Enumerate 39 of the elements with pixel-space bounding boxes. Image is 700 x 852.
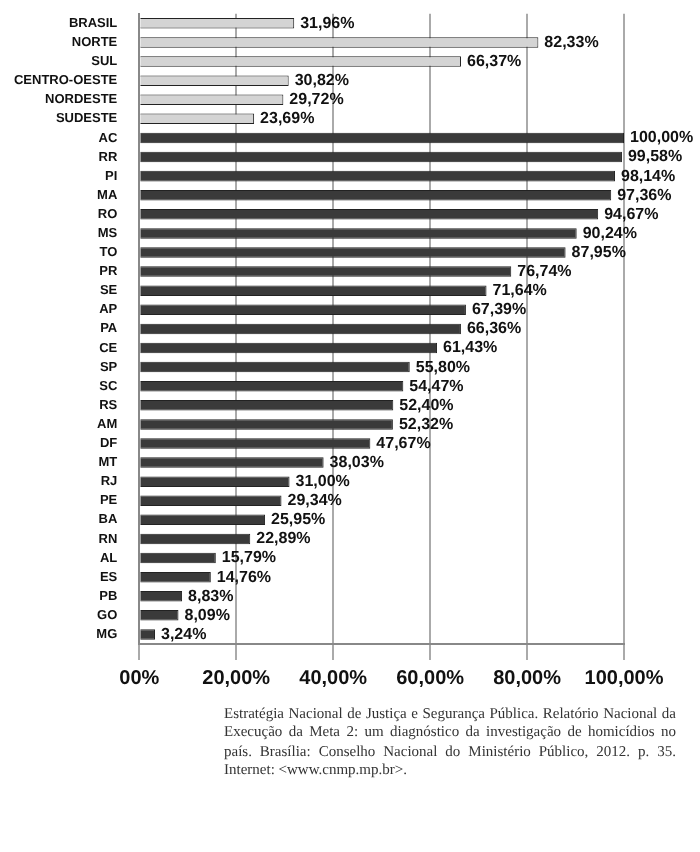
data-label: 52,32%: [398, 414, 454, 433]
x-tick-label: 80,00%: [493, 667, 562, 690]
data-label: 38,03%: [329, 452, 384, 471]
data-label: 52,40%: [399, 395, 454, 414]
data-label: 31,00%: [295, 472, 350, 491]
data-label: 3,24%: [160, 624, 207, 643]
data-label: 100,00%: [630, 128, 694, 147]
x-tick-label: 60,00%: [396, 667, 465, 690]
data-label: 99,58%: [627, 147, 683, 166]
data-label: 87,95%: [571, 242, 626, 261]
data-label: 67,39%: [471, 300, 527, 319]
data-label: 94,67%: [604, 204, 659, 223]
data-label: 98,14%: [620, 166, 676, 185]
data-label: 47,67%: [376, 433, 431, 452]
x-tick-label: 00%: [119, 667, 160, 690]
data-label: 55,80%: [415, 357, 471, 376]
data-label: 97,36%: [617, 185, 672, 204]
data-label: 22,89%: [256, 529, 311, 548]
data-label: 14,76%: [216, 567, 272, 586]
data-label: 8,83%: [188, 586, 234, 605]
data-label: 71,64%: [492, 281, 547, 300]
data-label: 66,36%: [466, 319, 522, 338]
data-label: 54,47%: [409, 376, 464, 395]
data-label: 76,74%: [517, 262, 572, 281]
data-label: 90,24%: [582, 223, 637, 242]
data-label: 29,72%: [289, 90, 344, 109]
data-label: 29,34%: [287, 491, 342, 510]
data-label: 25,95%: [271, 510, 326, 529]
data-label: 8,09%: [184, 605, 230, 624]
data-label: 61,43%: [443, 338, 498, 357]
data-label: 66,37%: [466, 51, 522, 70]
data-label: 30,82%: [294, 71, 349, 90]
data-label: 31,96%: [300, 13, 355, 32]
data-label: 82,33%: [544, 32, 599, 51]
x-tick-label: 100,00%: [584, 667, 664, 690]
data-label: 15,79%: [221, 548, 277, 567]
data-label: 23,69%: [260, 109, 315, 128]
x-tick-label: 40,00%: [299, 667, 368, 690]
x-tick-label: 20,00%: [202, 667, 271, 690]
